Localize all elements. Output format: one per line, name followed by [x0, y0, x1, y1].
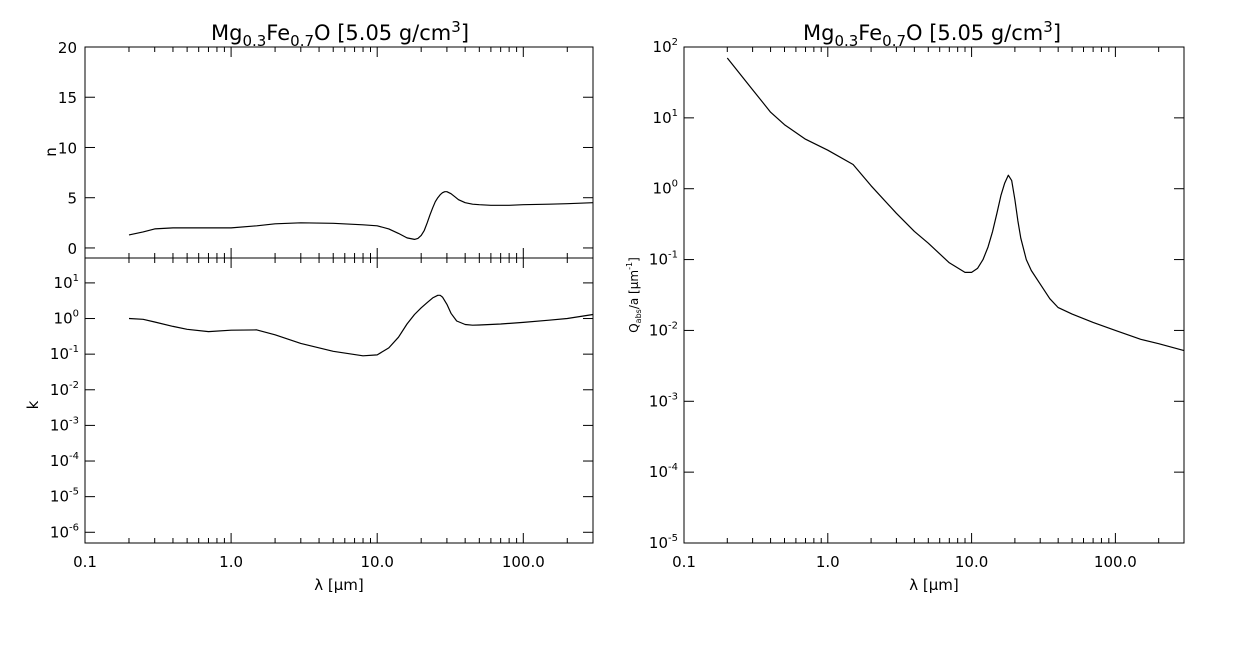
n-panel-y-tick-label: 10 — [58, 139, 77, 157]
k-panel-x-tick-label: 1.0 — [219, 553, 243, 571]
k-panel-y-tick-label: 10-2 — [50, 380, 79, 399]
qabs-panel-y-tick-label: 101 — [653, 108, 678, 127]
qabs-panel-x-tick-label: 100.0 — [1094, 553, 1137, 571]
qabs-panel-x-tick-label: 10.0 — [955, 553, 988, 571]
n-panel-y-tick-label: 5 — [67, 190, 77, 208]
qabs-panel: 10-5 10-4 10-3 10-2 10-1 100 101 102 0.1 1.0 10.0… — [625, 37, 1185, 594]
qabs-panel-y-tick-label: 102 — [653, 37, 678, 56]
n-panel-ticks — [84, 46, 594, 258]
qabs-panel-y-tick-label: 10-4 — [649, 462, 678, 481]
k-panel-frame — [84, 257, 594, 544]
qabs-panel-y-axis-label: Qabs/a [μm-1] — [625, 257, 643, 333]
n-panel-frame — [84, 46, 594, 259]
n-panel: 0 5 10 15 20 n — [42, 39, 594, 259]
n-panel-y-tick-label: 20 — [58, 39, 77, 57]
qabs-panel-ticks — [683, 46, 1185, 544]
k-panel-y-tick-label: 101 — [54, 273, 79, 292]
k-panel-y-tick-label: 10-1 — [50, 344, 79, 363]
qabs-panel-y-tick-label: 100 — [653, 179, 678, 198]
k-panel-y-tick-label: 100 — [54, 309, 79, 328]
qabs-panel-y-tick-labels: 10-5 10-4 10-3 10-2 10-1 100 101 102 — [649, 37, 678, 552]
k-panel-y-tick-label: 10-3 — [50, 415, 79, 434]
qabs-panel-frame — [683, 46, 1185, 544]
right-panel-title: Mg0.3Fe0.7O [5.05 g/cm3] — [803, 18, 1061, 50]
qabs-panel-x-tick-label: 0.1 — [672, 553, 696, 571]
k-panel-y-tick-labels: 10-6 10-5 10-4 10-3 10-2 10-1 100 101 — [50, 273, 79, 541]
n-panel-curve — [128, 191, 594, 240]
qabs-panel-y-tick-label: 10-1 — [649, 250, 678, 269]
k-panel-y-tick-label: 10-6 — [50, 522, 79, 541]
k-panel-ticks — [84, 258, 594, 543]
left-x-axis-label: λ [μm] — [314, 576, 364, 594]
k-panel-x-tick-label: 100.0 — [502, 553, 545, 571]
qabs-panel-y-tick-label: 10-2 — [649, 320, 678, 339]
n-panel-y-tick-labels: 0 5 10 15 20 — [58, 39, 77, 258]
k-panel-y-tick-label: 10-4 — [50, 451, 79, 470]
qabs-panel-curve — [726, 57, 1185, 352]
k-panel: 10-6 10-5 10-4 10-3 10-2 10-1 100 101 0.1 1.0 10.… — [24, 257, 594, 594]
n-panel-y-tick-label: 15 — [58, 89, 77, 107]
k-panel-y-axis-label: k — [24, 400, 42, 409]
k-panel-x-tick-labels: 0.1 1.0 10.0 100.0 — [73, 553, 545, 571]
k-panel-x-tick-label: 10.0 — [360, 553, 393, 571]
qabs-panel-y-tick-label: 10-5 — [649, 533, 678, 552]
n-panel-y-axis-label: n — [42, 147, 60, 157]
k-panel-curve — [128, 294, 594, 357]
k-panel-y-tick-label: 10-5 — [50, 487, 79, 506]
k-panel-x-tick-label: 0.1 — [73, 553, 97, 571]
right-x-axis-label: λ [μm] — [909, 576, 959, 594]
qabs-panel-y-tick-label: 10-3 — [649, 391, 678, 410]
left-panel-title: Mg0.3Fe0.7O [5.05 g/cm3] — [211, 18, 469, 50]
n-panel-y-tick-label: 0 — [67, 240, 77, 258]
qabs-panel-x-tick-label: 1.0 — [816, 553, 840, 571]
qabs-panel-x-tick-labels: 0.1 1.0 10.0 100.0 — [672, 553, 1137, 571]
